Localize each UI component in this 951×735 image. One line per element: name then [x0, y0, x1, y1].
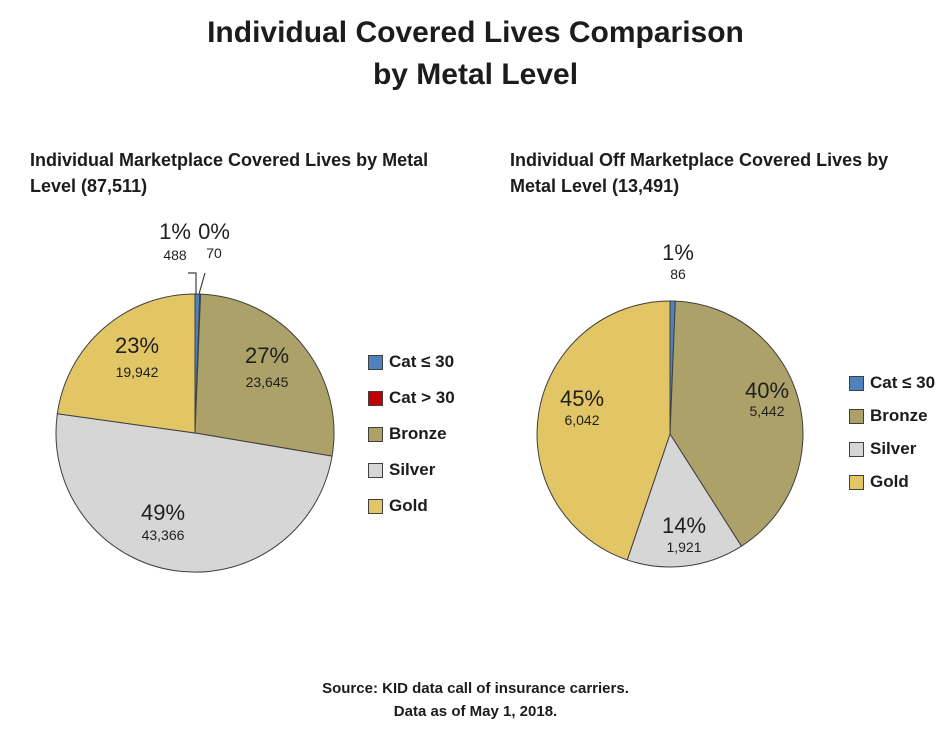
- legend-swatch-gold: [368, 498, 383, 514]
- legend-label: Cat > 30: [389, 388, 455, 407]
- leader-line: [188, 272, 197, 294]
- legend-item-gold: Gold: [368, 495, 455, 517]
- pie-slice-bronze: [669, 300, 804, 547]
- legend-swatch-bronze: [849, 408, 864, 424]
- slice-percent-label: 14%: [662, 513, 706, 538]
- slice-percent-label: 1%: [662, 240, 694, 265]
- pie-slice-silver: [626, 432, 743, 568]
- slice-value-label: 70: [206, 245, 222, 261]
- slice-value-label: 488: [163, 247, 187, 263]
- legend-label: Silver: [870, 439, 917, 458]
- off-marketplace-chart-title-line1: Individual Off Marketplace Covered Lives…: [510, 150, 889, 170]
- legend-label: Cat ≤ 30: [870, 373, 936, 392]
- legend-item-silver: Silver: [368, 459, 455, 481]
- source-note-line2: Data as of May 1, 2018.: [393, 703, 558, 720]
- slice-percent-label: 27%: [245, 343, 289, 368]
- legend-item-gold: Gold: [849, 471, 935, 493]
- marketplace-legend: Cat ≤ 30 Cat > 30 Bronze Silver Gold: [368, 351, 455, 531]
- page-title: Individual Covered Lives Comparison by M…: [0, 12, 951, 96]
- legend-label: Bronze: [870, 406, 928, 425]
- pie-slice-silver: [55, 413, 333, 573]
- slice-value-label: 19,942: [116, 364, 159, 380]
- legend-item-cat-le-30: Cat ≤ 30: [849, 372, 935, 394]
- legend-swatch-cat-le-30: [368, 354, 383, 370]
- legend-label: Bronze: [389, 424, 447, 443]
- slice-percent-label: 45%: [560, 386, 604, 411]
- off-marketplace-chart-title: Individual Off Marketplace Covered Lives…: [510, 147, 950, 199]
- slice-percent-label: 23%: [115, 333, 159, 358]
- legend-swatch-silver: [849, 441, 864, 457]
- legend-label: Cat ≤ 30: [389, 352, 455, 371]
- slice-percent-label: 40%: [745, 378, 789, 403]
- legend-item-cat-gt-30: Cat > 30: [368, 387, 455, 409]
- slice-value-label: 1,921: [666, 539, 701, 555]
- slice-value-label: 86: [670, 266, 686, 282]
- off-marketplace-pie-chart: 1%86 40%5,442 14%1,921 45%6,042: [536, 240, 804, 568]
- legend-item-silver: Silver: [849, 438, 935, 460]
- legend-item-cat-le-30: Cat ≤ 30: [368, 351, 455, 373]
- slice-percent-label: 1%: [159, 219, 191, 244]
- marketplace-chart-title-line1: Individual Marketplace Covered Lives by …: [30, 150, 429, 170]
- source-note-line1: Source: KID data call of insurance carri…: [322, 680, 629, 697]
- marketplace-pie-chart: 1% 488 0%70 27% 23,645 49% 43,366 23% 19,942: [55, 219, 335, 573]
- legend-swatch-bronze: [368, 426, 383, 442]
- marketplace-chart-title-line2: Level (87,511): [30, 176, 148, 196]
- off-marketplace-chart-title-line2: Metal Level (13,491): [510, 176, 680, 196]
- pie-slice-gold: [56, 293, 196, 434]
- slice-percent-label: 49%: [141, 500, 185, 525]
- legend-swatch-silver: [368, 462, 383, 478]
- legend-label: Silver: [389, 460, 436, 479]
- legend-label: Gold: [870, 472, 909, 491]
- legend-swatch-cat-le-30: [849, 375, 864, 391]
- legend-swatch-cat-gt-30: [368, 390, 383, 406]
- slice-value-label: 23,645: [246, 374, 289, 390]
- pie-slice-bronze: [194, 293, 335, 457]
- legend-item-bronze: Bronze: [849, 405, 935, 427]
- off-marketplace-legend: Cat ≤ 30 Bronze Silver Gold: [849, 372, 935, 504]
- source-note: Source: KID data call of insurance carri…: [0, 677, 951, 723]
- slice-value-label: 43,366: [142, 527, 185, 543]
- legend-item-bronze: Bronze: [368, 423, 455, 445]
- page-title-line1: Individual Covered Lives Comparison: [207, 16, 744, 49]
- pie-slice-gold: [536, 300, 671, 561]
- marketplace-chart-title: Individual Marketplace Covered Lives by …: [30, 147, 480, 199]
- slice-value-label: 5,442: [749, 403, 784, 419]
- slice-value-label: 6,042: [564, 412, 599, 428]
- page-title-line2: by Metal Level: [372, 58, 579, 91]
- slice-percent-label: 0%: [198, 219, 230, 244]
- legend-label: Gold: [389, 496, 428, 515]
- legend-swatch-gold: [849, 474, 864, 490]
- leader-line: [198, 272, 206, 295]
